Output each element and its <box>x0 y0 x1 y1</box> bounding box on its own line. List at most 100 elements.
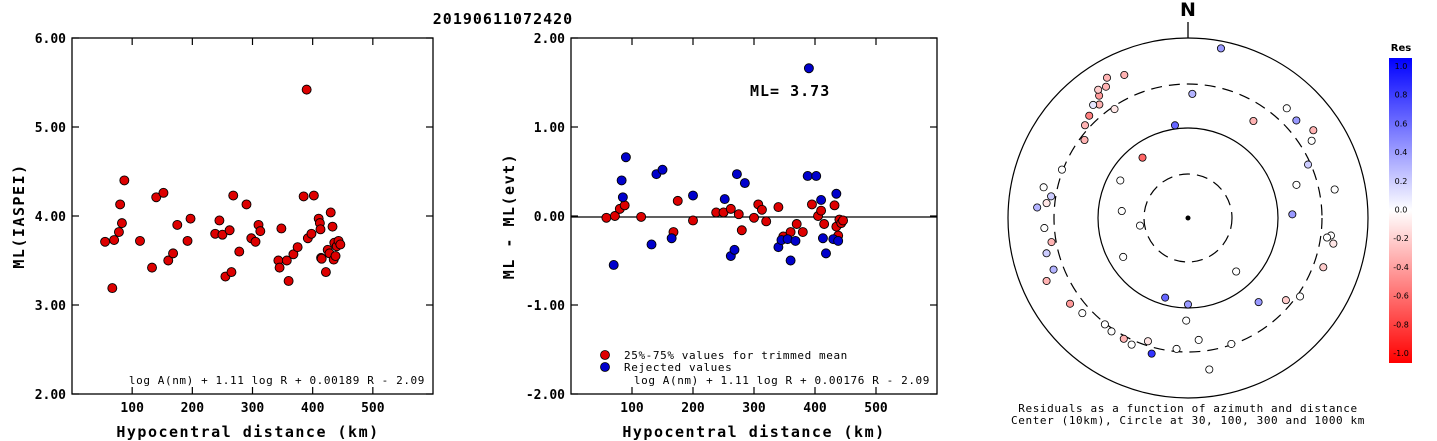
colorbar-tick-label: 0.2 <box>1395 177 1408 186</box>
accepted-point <box>749 212 759 223</box>
residual-point <box>1227 339 1236 348</box>
x-tick-label: 100 <box>620 401 644 416</box>
accepted-point <box>838 215 849 226</box>
residual-point <box>1042 249 1051 258</box>
data-point <box>182 235 193 246</box>
residual-point <box>1107 327 1116 336</box>
residual-point <box>1282 104 1291 113</box>
residual-point <box>1292 116 1301 125</box>
polar-caption-2: Center (10km), Circle at 30, 100, 300 an… <box>1011 414 1365 427</box>
residual-point <box>1089 100 1098 109</box>
residual-point <box>1042 276 1051 285</box>
rejected-point <box>833 235 844 246</box>
polar-points <box>1033 44 1339 374</box>
y-tick-label: -2.00 <box>526 388 565 403</box>
accepted-point <box>829 200 840 211</box>
data-point <box>241 199 252 210</box>
residual-point <box>1170 121 1179 130</box>
residual-point <box>1042 199 1051 208</box>
accepted-point <box>797 227 808 237</box>
data-point <box>327 221 338 232</box>
rejected-point <box>616 175 627 186</box>
accepted-point <box>819 219 830 229</box>
rejected-point <box>617 192 628 203</box>
x-tick-label: 100 <box>120 401 144 416</box>
residual-point <box>1049 265 1058 274</box>
accepted-point <box>733 209 744 220</box>
colorbar-tick-label: 0.4 <box>1395 148 1408 157</box>
data-point <box>315 224 326 235</box>
residual-point <box>1039 183 1048 192</box>
rejected-point <box>739 178 750 189</box>
x-tick-label: 400 <box>301 401 325 416</box>
residual-point <box>1119 334 1128 343</box>
y-tick-label: 5.00 <box>35 121 66 136</box>
data-point <box>185 213 196 224</box>
residual-point <box>1078 309 1087 318</box>
plot1-axis-ticks: 100 200 300 400 500 2.00 3.00 4.00 5.00 6.00 <box>35 32 433 416</box>
data-point <box>214 215 225 226</box>
accepted-point <box>736 225 747 236</box>
accepted-point <box>756 204 767 215</box>
rejected-point <box>646 239 657 250</box>
data-point <box>116 218 127 229</box>
data-point <box>226 267 237 278</box>
figure-title: 20190611072420 <box>433 10 573 28</box>
residual-point <box>1143 337 1152 346</box>
accepted-point <box>609 211 620 221</box>
ring-1000km <box>1007 37 1369 399</box>
residual-point <box>1057 165 1066 174</box>
data-point <box>298 191 309 202</box>
data-point <box>217 229 228 240</box>
rejected-point <box>785 255 796 266</box>
residual-point <box>1101 82 1110 91</box>
plot2-xlabel: Hypocentral distance (km) <box>622 423 885 441</box>
x-tick-label: 500 <box>864 401 888 416</box>
accepted-point <box>725 203 736 214</box>
plot2-points <box>601 63 849 270</box>
residual-point <box>1127 340 1136 349</box>
residual-point <box>1119 252 1128 261</box>
plot1-ylabel: ML(IASPEI) <box>10 163 28 268</box>
rejected-point <box>782 234 793 245</box>
residual-point <box>1205 365 1214 374</box>
y-tick-label: 2.00 <box>534 32 565 47</box>
plot2-ylabel: ML - ML(evt) <box>500 153 518 279</box>
rejected-point <box>803 63 814 74</box>
data-point <box>158 187 169 198</box>
rejected-point <box>729 244 740 255</box>
accepted-point <box>807 199 817 210</box>
rejected-point <box>790 235 801 246</box>
ml-residual-plot: 100 200 300 400 500 -2.00 -1.00 0.00 1.00 2.00 ML… <box>500 32 938 441</box>
residual-point <box>1100 320 1109 329</box>
rejected-point <box>811 170 822 181</box>
residual-point <box>1281 296 1290 305</box>
y-tick-label: -1.00 <box>526 299 565 314</box>
data-point <box>107 283 118 294</box>
accepted-point <box>688 215 698 226</box>
data-point <box>163 255 174 266</box>
accepted-point <box>672 195 683 206</box>
data-point <box>320 267 331 278</box>
plot1-formula: log A(nm) + 1.11 log R + 0.00189 R - 2.0… <box>129 374 425 387</box>
rejected-point <box>620 152 631 163</box>
legend-rejected-label: Rejected values <box>624 361 732 374</box>
colorbar-tick-label: 0.6 <box>1395 119 1408 128</box>
rejected-point <box>831 188 842 199</box>
y-tick-label: 3.00 <box>35 299 66 314</box>
colorbar-title: Res <box>1391 43 1411 54</box>
colorbar-tick-label: 1.0 <box>1395 62 1408 71</box>
plot1-points <box>100 84 346 294</box>
data-point <box>335 239 346 250</box>
plot2-axis-ticks: 100 200 300 400 500 -2.00 -1.00 0.00 1.00 2.00 <box>526 32 937 416</box>
residual-point <box>1080 136 1089 145</box>
data-point <box>151 192 162 203</box>
residual-point <box>1232 267 1241 276</box>
data-point <box>255 226 266 237</box>
legend-accepted-marker <box>600 350 610 360</box>
colorbar-tick-label: -0.8 <box>1393 320 1409 329</box>
data-point <box>100 236 111 247</box>
data-point <box>109 235 120 245</box>
residual-point <box>1296 292 1305 301</box>
residual-point <box>1329 239 1338 248</box>
